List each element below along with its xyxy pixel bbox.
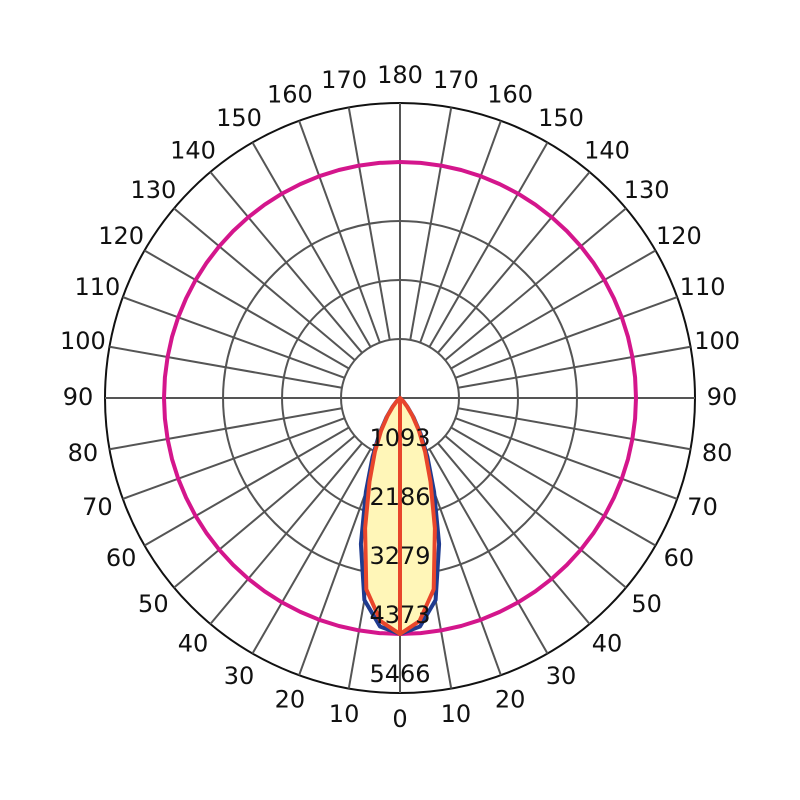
spoke [298,120,381,343]
angle-label: 30 [224,662,255,690]
angle-label: 40 [592,630,623,658]
ring-label: 4373 [369,601,430,629]
angle-label: 50 [138,590,169,618]
angle-label: 120 [656,222,702,250]
angle-label: 10 [329,700,360,728]
spoke [450,249,656,370]
angle-label: 90 [707,383,738,411]
angle-label: 140 [584,136,630,164]
angle-label: 110 [680,273,726,301]
spoke [251,448,372,654]
angle-label: 100 [694,327,740,355]
spoke [444,207,627,361]
spoke [122,296,345,379]
spoke [457,345,691,389]
spoke [173,207,356,361]
angle-label: 150 [216,104,262,132]
angle-label: 160 [487,80,533,108]
spoke [455,417,678,500]
spoke [437,442,591,625]
angle-label: 60 [664,544,695,572]
spoke [209,171,363,354]
spoke [109,407,343,451]
angle-label: 100 [60,327,106,355]
ring-label: 3279 [369,542,430,570]
angle-label: 20 [495,686,526,714]
spoke [437,171,591,354]
ring-label: 1093 [369,424,430,452]
spoke [450,426,656,547]
angle-label: 60 [106,544,137,572]
spoke [251,142,372,348]
spoke [122,417,345,500]
angle-label: 130 [624,176,670,204]
angle-label: 120 [98,222,144,250]
intensity-curve [363,396,402,636]
spoke [144,249,350,370]
angle-label: 50 [631,590,662,618]
spoke [109,345,343,389]
angle-label: 180 [377,61,423,89]
angle-label: 140 [170,136,216,164]
spoke [428,448,549,654]
angle-label: 0 [392,705,407,733]
spoke [455,296,678,379]
spoke [347,107,391,341]
intensity-curve [162,160,401,636]
spoke [419,120,502,343]
spoke [209,442,363,625]
intensity-curve [399,160,638,636]
ring-label: 2186 [369,483,430,511]
angle-label: 80 [68,439,99,467]
angle-label: 130 [130,176,176,204]
spoke [144,426,350,547]
angle-label: 30 [546,662,577,690]
angle-label: 110 [75,273,121,301]
angle-label: 90 [63,383,94,411]
spoke [444,435,627,589]
angle-label: 80 [702,439,733,467]
angle-label: 160 [267,80,313,108]
angle-label: 150 [538,104,584,132]
spoke [457,407,691,451]
spoke [409,107,453,341]
angle-label: 20 [275,686,306,714]
angle-label: 70 [687,493,718,521]
angle-label: 10 [441,700,472,728]
ring-label: 5466 [369,660,430,688]
spoke [173,435,356,589]
angle-label: 170 [433,66,479,94]
angle-label: 40 [178,630,209,658]
angle-label: 70 [82,493,113,521]
spoke [428,142,549,348]
angle-label: 170 [321,66,367,94]
